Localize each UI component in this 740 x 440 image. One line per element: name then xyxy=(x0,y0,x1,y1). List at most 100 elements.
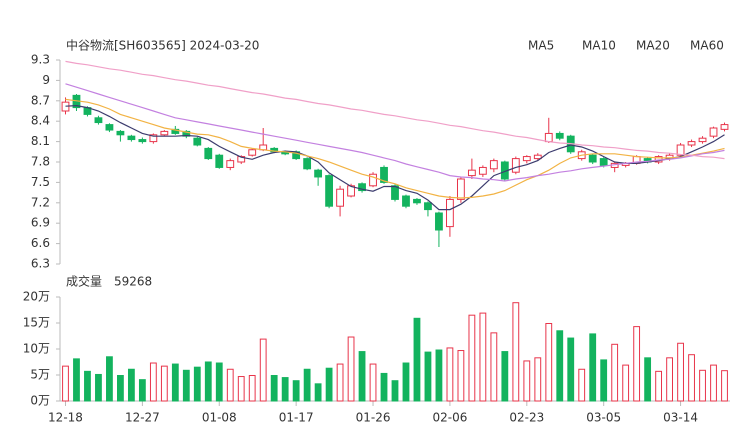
volume-bar xyxy=(402,362,410,402)
volume-bar xyxy=(182,369,190,402)
candle-body xyxy=(676,144,685,156)
volume-bar xyxy=(413,317,421,402)
volume-bar xyxy=(62,365,69,402)
candle-body xyxy=(116,130,125,136)
volume-bar xyxy=(721,370,728,402)
x-tick-label: 03-14 xyxy=(663,411,698,425)
x-tick-label: 01-26 xyxy=(356,411,391,425)
y-tick-label: 6.3 xyxy=(31,257,50,271)
volume-bar xyxy=(248,375,256,402)
candle-body xyxy=(413,198,421,204)
candle-body xyxy=(698,137,707,143)
y-tick-label: 7.2 xyxy=(31,195,50,209)
volume-bar xyxy=(106,356,113,402)
candle-body xyxy=(402,195,410,207)
candle-body xyxy=(94,117,103,124)
y-tick-label: 20万 xyxy=(23,290,50,304)
candle-body xyxy=(182,130,191,137)
volume-bar xyxy=(84,370,91,402)
volume-bar xyxy=(347,336,355,402)
volume-bar xyxy=(259,338,267,402)
volume-bar xyxy=(545,323,553,402)
volume-bar xyxy=(171,363,179,402)
volume-bar xyxy=(435,349,443,402)
candle-body xyxy=(555,132,564,139)
ma-line xyxy=(65,83,725,182)
ma-line xyxy=(65,104,725,211)
volume-bar xyxy=(314,383,322,402)
volume-bar xyxy=(578,368,586,402)
volume-bar xyxy=(303,368,311,402)
candle-body xyxy=(127,135,136,141)
candle-body xyxy=(226,160,235,168)
volume-bar xyxy=(391,380,399,402)
candle-body xyxy=(456,178,465,200)
candle-body xyxy=(336,188,344,207)
y-tick-label: 10万 xyxy=(23,342,50,356)
candle-body xyxy=(380,166,388,183)
candle-body xyxy=(138,139,147,143)
y-tick-label: 15万 xyxy=(23,316,50,330)
volume-bar xyxy=(534,357,542,402)
volume-bar xyxy=(226,368,234,402)
candle-body xyxy=(325,175,334,207)
y-tick-label: 9 xyxy=(42,73,50,87)
legend-entry: MA10 xyxy=(582,39,616,53)
volume-bar xyxy=(380,372,388,402)
volume-bar xyxy=(589,333,597,402)
candle-body xyxy=(358,183,366,192)
candle-body xyxy=(248,149,257,156)
volume-bar xyxy=(149,362,157,402)
volume-bar xyxy=(666,357,673,402)
y-tick-label: 7.8 xyxy=(31,155,50,169)
volume-bar xyxy=(600,359,608,402)
legend-entry: MA5 xyxy=(528,39,554,53)
candle-body xyxy=(204,147,213,160)
volume-bar xyxy=(611,343,619,402)
x-tick-label: 12-18 xyxy=(48,411,83,425)
volume-bar xyxy=(655,370,663,402)
volume-bar xyxy=(127,368,135,402)
volume-bar xyxy=(446,347,454,402)
candle-body xyxy=(709,127,718,137)
volume-bar xyxy=(688,354,695,402)
volume-bar xyxy=(457,350,465,402)
volume-bar xyxy=(424,351,432,402)
candle-body xyxy=(544,132,553,143)
candle-body xyxy=(588,154,597,163)
volume-bar xyxy=(512,302,520,402)
candle-body xyxy=(687,141,696,146)
x-tick-label: 12-27 xyxy=(125,411,160,425)
y-tick-label: 8.7 xyxy=(31,93,50,107)
volume-bar xyxy=(281,377,289,402)
candle-body xyxy=(720,124,729,130)
volume-bar xyxy=(270,375,278,402)
volume-bar xyxy=(292,380,300,402)
y-tick-label: 0万 xyxy=(30,394,50,408)
volume-bar xyxy=(523,360,531,402)
candle-body xyxy=(215,154,224,168)
volume-bar xyxy=(501,351,509,402)
volume-title: 成交量 xyxy=(66,274,102,289)
volume-bar xyxy=(204,361,212,402)
y-tick-label: 6.9 xyxy=(31,216,50,230)
y-tick-label: 8.1 xyxy=(31,134,50,148)
chart-title: 中谷物流[SH603565] 2024-03-20 xyxy=(66,38,259,53)
volume-bar xyxy=(193,366,201,402)
volume-bar xyxy=(710,364,717,402)
candle-body xyxy=(105,124,114,131)
volume-bar xyxy=(138,379,146,402)
x-tick-label: 02-23 xyxy=(509,411,544,425)
volume-bar xyxy=(215,362,223,402)
candle-body xyxy=(171,128,180,134)
candle-body xyxy=(435,212,443,231)
x-tick-label: 02-06 xyxy=(432,411,467,425)
candle-body xyxy=(446,198,454,228)
candle-body xyxy=(369,173,377,187)
volume-bar xyxy=(358,351,366,402)
volume-bar xyxy=(677,342,684,402)
volume-bar xyxy=(95,373,102,402)
volume-bar xyxy=(237,376,245,402)
candle-body xyxy=(424,202,432,211)
